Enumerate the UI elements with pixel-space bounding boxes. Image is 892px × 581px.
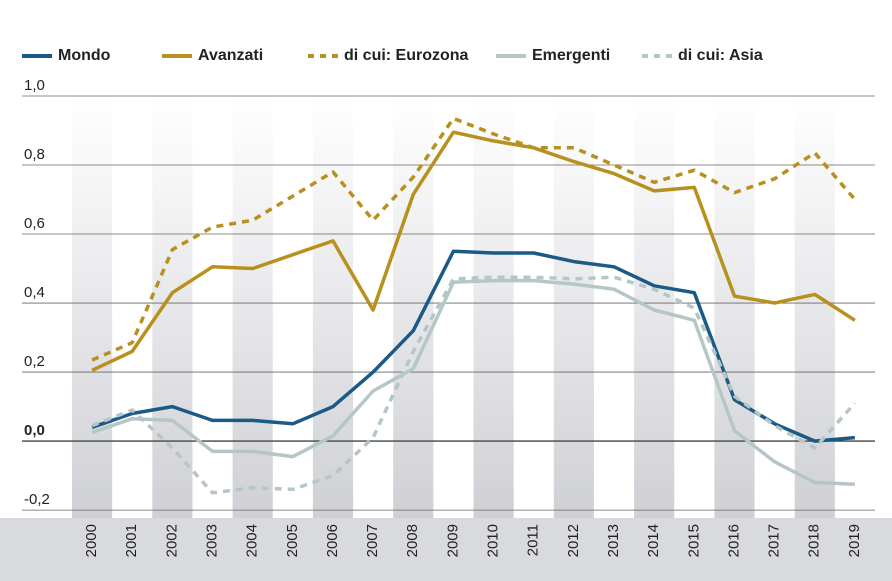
y-tick-label: 1,0 (24, 77, 45, 94)
series-line (91, 130, 856, 372)
column-stripe (152, 96, 193, 518)
y-tick-label: 0,0 (24, 422, 45, 439)
x-tick-label: 2018 (806, 524, 823, 557)
x-tick-label: 2009 (444, 524, 461, 557)
column-stripe (473, 96, 514, 518)
series-line (91, 116, 857, 362)
y-tick-label: 0,6 (24, 215, 45, 232)
y-tick-label: 0,2 (24, 353, 45, 370)
x-tick-label: 2016 (725, 524, 742, 557)
column-stripe (634, 96, 675, 518)
column-stripe (553, 96, 594, 518)
y-tick-label: 0,4 (24, 284, 45, 301)
series-line (91, 249, 856, 443)
x-tick-label: 2012 (565, 524, 582, 557)
y-tick-label: 0,8 (24, 146, 45, 163)
x-tick-label: 2003 (203, 524, 220, 557)
x-tick-label: 2005 (284, 524, 301, 557)
x-tick-label: 2007 (364, 524, 381, 557)
column-stripe (312, 96, 354, 518)
y-tick-label: -0,2 (24, 491, 50, 508)
x-tick-label: 2013 (605, 524, 622, 557)
x-tick-label: 2000 (83, 524, 100, 557)
legend-label: di cui: Eurozona (344, 47, 469, 64)
x-tick-label: 2004 (244, 524, 261, 557)
x-tick-label: 2015 (685, 524, 702, 557)
column-stripe (714, 96, 755, 518)
x-tick-label: 2019 (846, 524, 863, 557)
x-tick-label: 2002 (163, 524, 180, 557)
x-tick-label: 2006 (324, 524, 341, 557)
column-stripe (72, 96, 113, 518)
x-tick-label: 2017 (766, 524, 783, 557)
legend-label: Avanzati (198, 47, 263, 64)
x-tick-label: 2008 (404, 524, 421, 557)
x-tick-label: 2010 (485, 524, 502, 557)
x-axis-band (0, 518, 892, 581)
x-tick-label: 2011 (525, 524, 542, 556)
legend-label: di cui: Asia (678, 47, 763, 64)
series-line (91, 275, 857, 495)
column-stripe (232, 96, 273, 518)
legend-label: Mondo (58, 47, 111, 64)
legend-label: Emergenti (532, 47, 610, 64)
column-stripe (794, 96, 835, 518)
x-tick-label: 2001 (123, 524, 140, 557)
series-line (91, 278, 855, 486)
x-tick-label: 2014 (645, 524, 662, 557)
